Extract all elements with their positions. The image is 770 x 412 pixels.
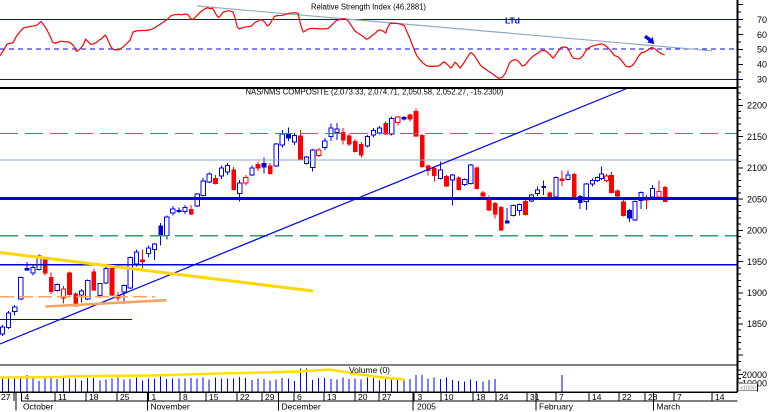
- svg-text:8: 8: [183, 392, 188, 402]
- svg-text:30: 30: [757, 75, 767, 85]
- svg-text:March: March: [657, 402, 681, 412]
- svg-text:18: 18: [89, 392, 99, 402]
- svg-text:25: 25: [120, 392, 130, 402]
- svg-text:27: 27: [1, 392, 11, 402]
- svg-text:x1000: x1000: [740, 385, 756, 391]
- svg-text:7: 7: [677, 392, 682, 402]
- svg-text:4: 4: [25, 392, 30, 402]
- svg-text:18: 18: [476, 392, 486, 402]
- svg-text:2050: 2050: [747, 194, 767, 204]
- svg-text:27: 27: [382, 392, 392, 402]
- svg-text:2200: 2200: [747, 101, 767, 111]
- svg-text:February: February: [539, 402, 574, 412]
- svg-text:1950: 1950: [747, 257, 767, 267]
- svg-text:LTd: LTd: [505, 16, 520, 26]
- svg-text:Volume (0): Volume (0): [349, 366, 390, 375]
- svg-text:24: 24: [499, 392, 509, 402]
- svg-text:7: 7: [559, 392, 564, 402]
- svg-text:20000: 20000: [742, 370, 767, 380]
- svg-text:14: 14: [715, 392, 725, 402]
- svg-text:22: 22: [240, 392, 250, 402]
- svg-text:1850: 1850: [747, 319, 767, 329]
- svg-text:29: 29: [265, 392, 275, 402]
- svg-text:3: 3: [418, 392, 423, 402]
- svg-text:40: 40: [757, 60, 767, 70]
- svg-text:50: 50: [757, 45, 767, 55]
- svg-text:October: October: [23, 402, 53, 412]
- svg-text:28: 28: [648, 392, 658, 402]
- svg-text:15: 15: [209, 392, 219, 402]
- svg-text:1900: 1900: [747, 288, 767, 298]
- svg-text:2150: 2150: [747, 132, 767, 142]
- svg-text:10: 10: [444, 392, 454, 402]
- svg-text:Relative Strength Index (46.28: Relative Strength Index (46.2881): [311, 3, 426, 12]
- svg-text:11: 11: [58, 392, 67, 402]
- svg-text:1: 1: [152, 392, 157, 402]
- svg-text:NAS/NMS COMPOSITE (2,073.33, 2: NAS/NMS COMPOSITE (2,073.33, 2,074.71, 2…: [246, 88, 504, 97]
- svg-text:December: December: [282, 402, 321, 412]
- svg-text:2100: 2100: [747, 163, 767, 173]
- svg-text:6: 6: [297, 392, 302, 402]
- svg-text:13: 13: [327, 392, 337, 402]
- svg-text:November: November: [151, 402, 190, 412]
- svg-text:70: 70: [757, 15, 767, 25]
- svg-text:22: 22: [622, 392, 632, 402]
- svg-text:14: 14: [592, 392, 602, 402]
- svg-text:2005: 2005: [417, 402, 436, 412]
- svg-text:60: 60: [757, 30, 767, 40]
- svg-text:31: 31: [530, 392, 540, 402]
- svg-text:2000: 2000: [747, 226, 767, 236]
- svg-text:20: 20: [358, 392, 368, 402]
